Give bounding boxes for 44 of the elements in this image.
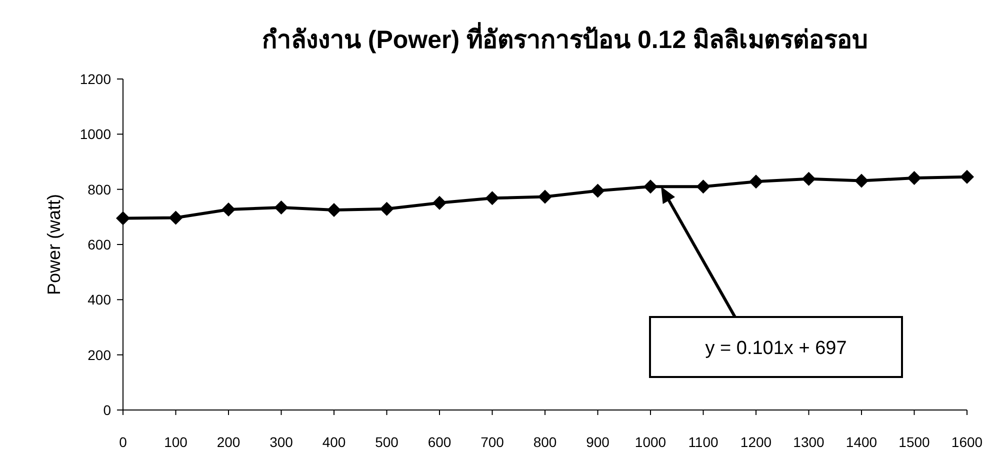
point	[274, 200, 288, 215]
point	[168, 210, 183, 225]
y-tick-label: 200	[88, 346, 112, 363]
x-tick-label: 1400	[846, 434, 878, 450]
x-tick-label: 1500	[898, 434, 930, 450]
y-tick-label: 600	[88, 236, 112, 252]
point	[222, 202, 236, 216]
x-tick-label: 1600	[951, 434, 983, 450]
y-tick-label: 0	[103, 402, 112, 418]
y-tick-label: 400	[88, 292, 112, 308]
point	[960, 170, 974, 184]
y-tick-label: 1000	[80, 126, 112, 142]
point	[854, 174, 868, 188]
y-axis-title: Power (watt)	[44, 194, 64, 296]
point	[485, 191, 500, 206]
point	[327, 203, 341, 218]
point	[432, 196, 446, 210]
x-tick-label: 400	[322, 434, 346, 450]
point	[116, 211, 130, 226]
x-tick-label: 1300	[793, 434, 825, 450]
x-tick-label: 800	[533, 434, 557, 450]
point	[538, 190, 552, 204]
point	[380, 202, 394, 216]
x-tick-label: 100	[164, 434, 188, 450]
x-tick-label: 600	[428, 434, 452, 450]
x-tick-label: 700	[480, 434, 504, 450]
x-tick-label: 200	[216, 434, 240, 450]
point	[907, 171, 922, 186]
x-tick-label: 0	[119, 434, 128, 450]
x-tick-label: 1200	[740, 434, 772, 450]
chart-title: กำลังงาน (Power) ที่อัตราการป้อน 0.12 มิลลิเมตรต่อรอบ	[262, 22, 868, 54]
y-tick-label: 800	[88, 181, 112, 198]
x-tick-label: 1100	[688, 434, 719, 450]
y-tick-label: 1200	[80, 71, 112, 87]
point	[802, 172, 816, 186]
x-tick-label: 1000	[634, 434, 666, 450]
x-tick-label: 300	[270, 434, 294, 450]
point	[590, 184, 605, 198]
point	[696, 180, 710, 194]
point	[749, 174, 763, 189]
annotation: y = 0.101x + 697	[705, 338, 847, 359]
x-tick-label: 500	[375, 434, 399, 450]
point	[644, 180, 658, 194]
x-tick-label: 900	[586, 434, 610, 450]
